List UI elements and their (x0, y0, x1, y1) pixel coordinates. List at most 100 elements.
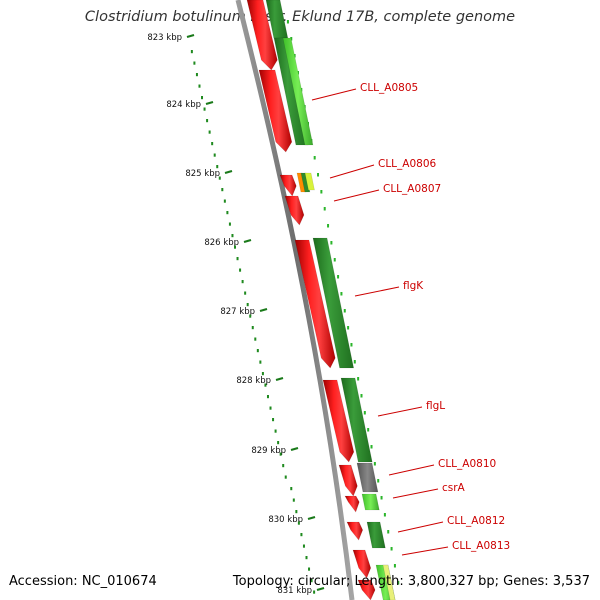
gc-skew-dot (282, 464, 285, 468)
gc-skew-dot (216, 165, 219, 169)
gene-pointer-line (311, 88, 357, 101)
gc-skew-dot-outer (380, 496, 383, 500)
gene-label[interactable]: CLL_A0812 (447, 515, 505, 527)
gene-label[interactable]: flgK (403, 280, 424, 292)
gc-skew-dot-outer (377, 479, 380, 483)
gc-skew-dot (254, 337, 257, 341)
gene-reverse-block (300, 172, 311, 193)
gc-skew-dot (208, 130, 211, 134)
gc-skew-dot (203, 107, 206, 111)
gc-skew-dot (266, 395, 269, 399)
gc-skew-dot (274, 429, 277, 433)
gc-skew-dot (233, 245, 236, 249)
accession-label: Accession: NC_010674 (9, 574, 157, 589)
gene-label[interactable]: CLL_A0805 (360, 82, 418, 94)
gene-features (246, 0, 396, 600)
gc-skew-dot-outer (323, 207, 326, 211)
scale-tick (290, 446, 299, 452)
gene-label[interactable]: CLL_A0806 (378, 158, 437, 170)
gc-skew-dot (259, 360, 262, 364)
gc-skew-dot (223, 199, 226, 203)
gc-skew-dot (269, 406, 272, 410)
gene-forward-block (338, 464, 358, 497)
gc-skew-dot (297, 521, 300, 525)
gc-skew-dot-outer (286, 20, 289, 24)
gene-pointer-line (354, 286, 400, 297)
gc-skew-dot (264, 383, 267, 387)
gene-label[interactable]: CLL_A0813 (452, 540, 510, 552)
gc-skew-dot (206, 119, 209, 123)
gc-skew-dot (228, 222, 231, 226)
gc-skew-dot (256, 349, 259, 353)
gene-pointer-line (329, 164, 375, 179)
gc-skew-dot-outer (317, 173, 320, 177)
gc-skew-dot-outer (290, 37, 293, 41)
gc-skew-dot-outer (333, 258, 336, 262)
gc-skew-dot-outer (347, 326, 350, 330)
gene-labels: CLL_A0805 CLL_A0806 CLL_A0807 flgK flgL CLL_A… (311, 82, 510, 556)
gene-reverse-block-light (361, 493, 380, 511)
gene-reverse-block (366, 521, 386, 549)
gene-reverse-block (340, 377, 373, 463)
scale-tick (275, 376, 284, 382)
gc-skew-dot-outer (383, 513, 386, 517)
scale-tick-label: 825 kbp (185, 169, 220, 179)
genome-stats-label: Topology: circular; Length: 3,800,327 bp… (232, 574, 590, 589)
gc-skew-dot (236, 257, 239, 261)
gene-reverse-block-yellow (304, 172, 315, 191)
gc-skew-dot-outer (367, 428, 370, 432)
gc-skew-dot (277, 441, 280, 445)
gene-reverse-block-yellow (382, 564, 396, 600)
gc-skew-dot-outer (337, 275, 340, 279)
gc-skew-dot (226, 211, 229, 215)
gc-skew-dot (221, 188, 224, 192)
gc-skew-dot (249, 314, 252, 318)
gc-skew-dot-outer (387, 530, 390, 534)
scale-tick (316, 586, 325, 592)
gene-pointer-line (392, 488, 439, 499)
gene-reverse-block (312, 237, 355, 369)
gene-label[interactable]: flgL (426, 400, 445, 412)
gc-skew-dot-outer (390, 547, 393, 551)
gene-label[interactable]: csrA (442, 482, 466, 494)
gene-forward-block (284, 195, 305, 226)
gene-label[interactable]: CLL_A0810 (438, 458, 496, 470)
gc-skew-dot (279, 452, 282, 456)
scale-tick-label: 827 kbp (220, 307, 255, 317)
gc-skew-dot (211, 142, 214, 146)
gc-skew-dot-outer (397, 581, 400, 585)
scale-tick-label: 828 kbp (236, 376, 271, 386)
gene-forward-block (322, 379, 355, 463)
scale-tick (307, 515, 316, 521)
gc-skew-dot (241, 280, 244, 284)
scale-tick-label: 830 kbp (268, 515, 303, 525)
gc-skew-dot-outer (343, 309, 346, 313)
gene-forward-block (357, 579, 376, 600)
gene-label[interactable]: CLL_A0807 (383, 183, 441, 195)
gc-skew-dot-outer (320, 190, 323, 194)
gc-skew-dot-outer (360, 394, 363, 398)
gc-skew-dot (251, 326, 254, 330)
genome-backbone (235, 0, 355, 600)
gc-skew-dot (300, 533, 303, 537)
gene-pointer-line (397, 521, 444, 533)
scale-tick-label: 823 kbp (147, 33, 182, 43)
gc-skew-dot (193, 61, 196, 65)
gene-forward-block (258, 69, 293, 153)
gc-skew-dot (290, 487, 293, 491)
gene-pointer-line (388, 464, 435, 476)
gene-reverse-block-gray (356, 462, 379, 493)
map-title: Clostridium botulinum B str. Eklund 17B,… (84, 9, 516, 25)
gene-pointer-line (333, 189, 380, 202)
gene-forward-block (279, 174, 297, 197)
gene-forward-block (294, 239, 336, 369)
scale-tick-label: 831 kbp (277, 586, 312, 596)
scale-ticks: 823 kbp 824 kbp 825 kbp 826 kbp 827 kbp 828 k… (147, 33, 325, 596)
scale-tick (205, 100, 214, 106)
scale-tick-label: 826 kbp (204, 238, 239, 248)
gc-skew-dot (261, 372, 264, 376)
gc-skew-dot (195, 73, 198, 77)
gc-skew-dot (239, 268, 242, 272)
gene-forward-block (352, 549, 372, 579)
